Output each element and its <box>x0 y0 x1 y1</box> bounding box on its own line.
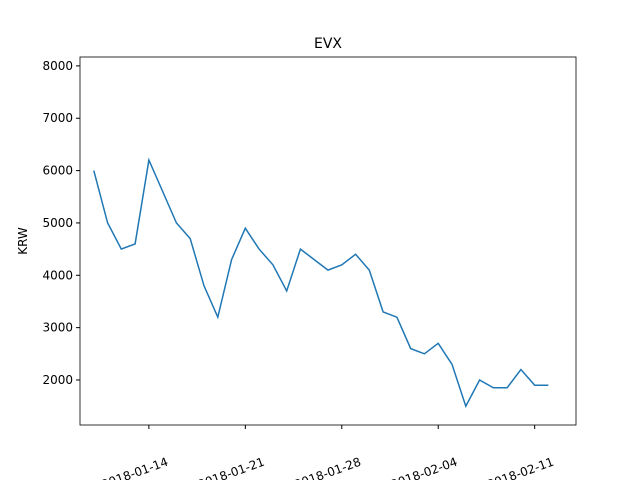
y-tick-label: 8000 <box>42 59 73 73</box>
y-tick-label: 3000 <box>42 321 73 335</box>
y-tick-label: 6000 <box>42 164 73 178</box>
chart-title: EVX <box>314 36 342 52</box>
y-tick-label: 7000 <box>42 111 73 125</box>
y-axis-label: KRW <box>16 227 30 255</box>
plot-frame <box>79 56 577 426</box>
y-tick-label: 4000 <box>42 268 73 282</box>
data-line <box>93 157 549 409</box>
y-tick-label: 2000 <box>42 373 73 387</box>
y-tick-label: 5000 <box>42 216 73 230</box>
